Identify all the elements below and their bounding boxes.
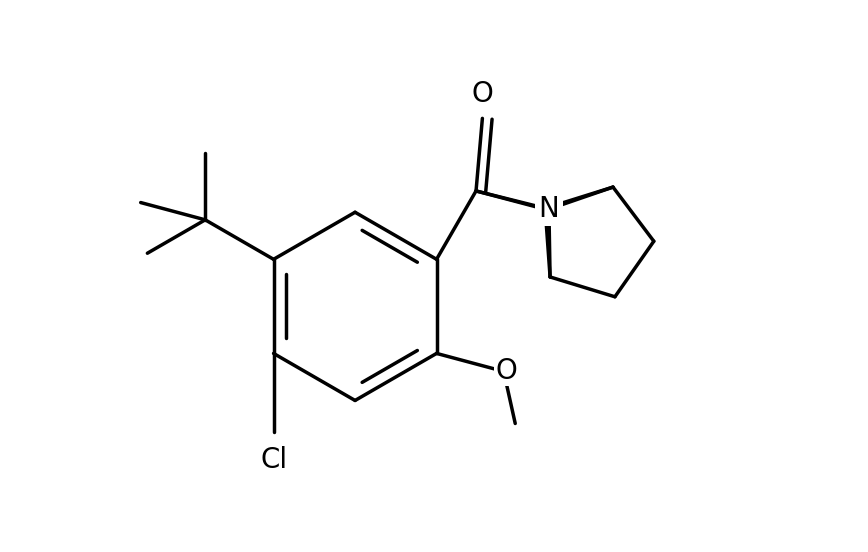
Text: O: O — [471, 80, 493, 108]
Text: O: O — [495, 357, 516, 385]
Text: Cl: Cl — [260, 445, 287, 474]
Text: N: N — [538, 195, 559, 223]
